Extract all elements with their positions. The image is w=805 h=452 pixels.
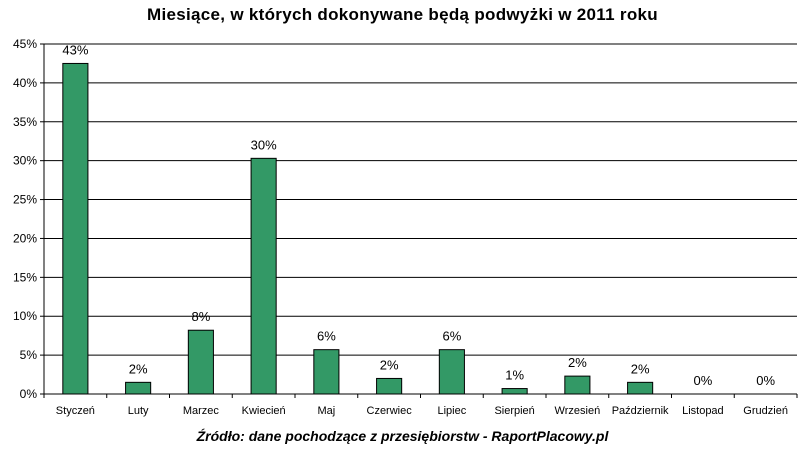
chart-title: Miesiące, w których dokonywane będą podw…	[147, 5, 658, 24]
y-tick-label: 30%	[13, 154, 37, 168]
x-tick-label: Sierpień	[494, 405, 534, 417]
x-tick-label: Marzec	[183, 405, 220, 417]
data-label: 43%	[62, 42, 88, 57]
bar-1	[62, 62, 89, 395]
x-tick-label: Listopad	[682, 405, 724, 417]
y-tick-label: 40%	[13, 76, 37, 90]
bar-7	[438, 349, 465, 395]
data-label: 2%	[568, 355, 587, 370]
data-label: 6%	[317, 329, 336, 344]
bar-3	[187, 329, 214, 395]
bar-2	[125, 381, 152, 395]
bar-4	[250, 157, 277, 395]
bar-5	[313, 349, 340, 395]
y-tick-label: 25%	[13, 193, 37, 207]
data-label: 6%	[442, 329, 461, 344]
bar-10	[627, 381, 654, 395]
x-tick-label: Czerwiec	[367, 405, 413, 417]
x-tick-label: Grudzień	[743, 405, 788, 417]
y-tick-label: 0%	[20, 387, 38, 401]
x-tick-label: Kwiecień	[242, 405, 286, 417]
y-tick-label: 45%	[13, 37, 37, 51]
data-label: 0%	[693, 373, 712, 388]
data-label: 2%	[129, 361, 148, 376]
data-label: 2%	[631, 361, 650, 376]
x-tick-label: Październik	[612, 405, 669, 417]
chart-source: Źródło: dane pochodzące z przesiębiorstw…	[196, 428, 609, 444]
y-tick-label: 5%	[20, 348, 38, 362]
data-label: 1%	[505, 368, 524, 383]
data-label: 8%	[191, 309, 210, 324]
y-tick-label: 15%	[13, 270, 37, 284]
data-label: 2%	[380, 357, 399, 372]
x-tick-label: Lipiec	[438, 405, 467, 417]
bar-8	[501, 388, 528, 395]
y-tick-label: 35%	[13, 115, 37, 129]
x-tick-label: Styczeń	[56, 405, 95, 417]
y-tick-label: 10%	[13, 309, 37, 323]
bar-6	[376, 377, 403, 395]
bar-9	[564, 375, 591, 395]
data-label: 0%	[756, 373, 775, 388]
y-tick-label: 20%	[13, 231, 37, 245]
data-label: 30%	[251, 137, 277, 152]
x-tick-label: Luty	[128, 405, 149, 417]
x-tick-label: Wrzesień	[555, 405, 601, 417]
x-tick-label: Maj	[318, 405, 336, 417]
